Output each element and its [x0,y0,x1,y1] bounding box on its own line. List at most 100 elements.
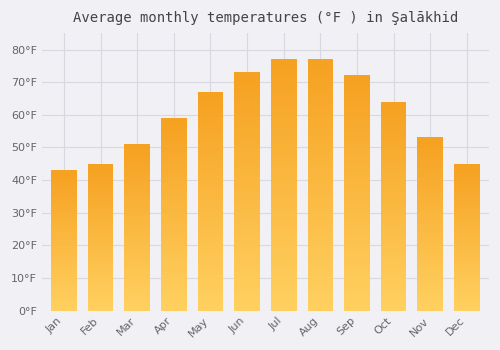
Bar [124,150,150,153]
Bar [124,236,150,238]
Bar [381,203,406,206]
Bar [418,178,443,181]
Bar [124,300,150,302]
Bar [418,200,443,203]
Bar [271,298,296,301]
Bar [454,224,479,226]
Bar [418,276,443,278]
Bar [124,202,150,204]
Bar [198,308,224,310]
Bar [381,122,406,125]
Bar [124,246,150,248]
Bar [344,278,370,281]
Bar [418,239,443,241]
Bar [51,263,77,265]
Bar [234,153,260,156]
Bar [124,144,150,146]
Bar [381,206,406,209]
Bar [124,148,150,150]
Bar [454,275,479,278]
Bar [381,112,406,115]
Bar [308,188,333,191]
Bar [454,265,479,267]
Bar [161,142,186,145]
Bar [124,198,150,200]
Bar [418,248,443,250]
Bar [88,250,114,252]
Bar [381,219,406,222]
Bar [381,117,406,120]
Bar [124,177,150,180]
Bar [198,149,224,152]
Bar [271,88,296,91]
Bar [344,255,370,258]
Bar [454,263,479,265]
Bar [124,215,150,217]
Bar [234,75,260,78]
Bar [124,284,150,286]
Bar [454,300,479,301]
Bar [234,120,260,123]
Bar [161,147,186,149]
Bar [124,262,150,265]
Bar [51,267,77,268]
Bar [418,163,443,166]
Bar [124,206,150,209]
Bar [124,298,150,300]
Bar [51,289,77,291]
Bar [308,197,333,201]
Bar [198,171,224,174]
Bar [124,204,150,206]
Bar [308,201,333,204]
Bar [198,97,224,100]
Bar [308,191,333,194]
Bar [308,125,333,128]
Bar [454,220,479,223]
Bar [234,168,260,171]
Bar [308,282,333,286]
Bar [234,197,260,201]
Bar [88,184,114,186]
Bar [51,305,77,307]
Bar [234,245,260,248]
Bar [271,295,296,298]
Bar [344,293,370,296]
Bar [308,59,333,62]
Bar [51,217,77,219]
Bar [51,303,77,305]
Bar [88,166,114,167]
Bar [51,209,77,211]
Bar [51,258,77,260]
Bar [418,189,443,192]
Bar [308,295,333,298]
Bar [124,196,150,198]
Bar [418,246,443,248]
Bar [454,253,479,256]
Bar [381,156,406,159]
Bar [344,158,370,161]
Bar [271,254,296,257]
Bar [124,279,150,281]
Bar [51,281,77,282]
Bar [88,243,114,245]
Bar [308,103,333,106]
Bar [454,211,479,213]
Bar [124,152,150,155]
Bar [381,167,406,170]
Bar [234,84,260,87]
Bar [308,65,333,69]
Bar [88,248,114,250]
Bar [271,213,296,216]
Bar [198,239,224,242]
Bar [234,248,260,251]
Bar [88,178,114,180]
Bar [161,253,186,255]
Bar [88,202,114,204]
Bar [381,230,406,232]
Bar [454,228,479,230]
Bar [454,169,479,171]
Bar [418,287,443,289]
Bar [51,249,77,251]
Bar [234,162,260,165]
Bar [381,211,406,214]
